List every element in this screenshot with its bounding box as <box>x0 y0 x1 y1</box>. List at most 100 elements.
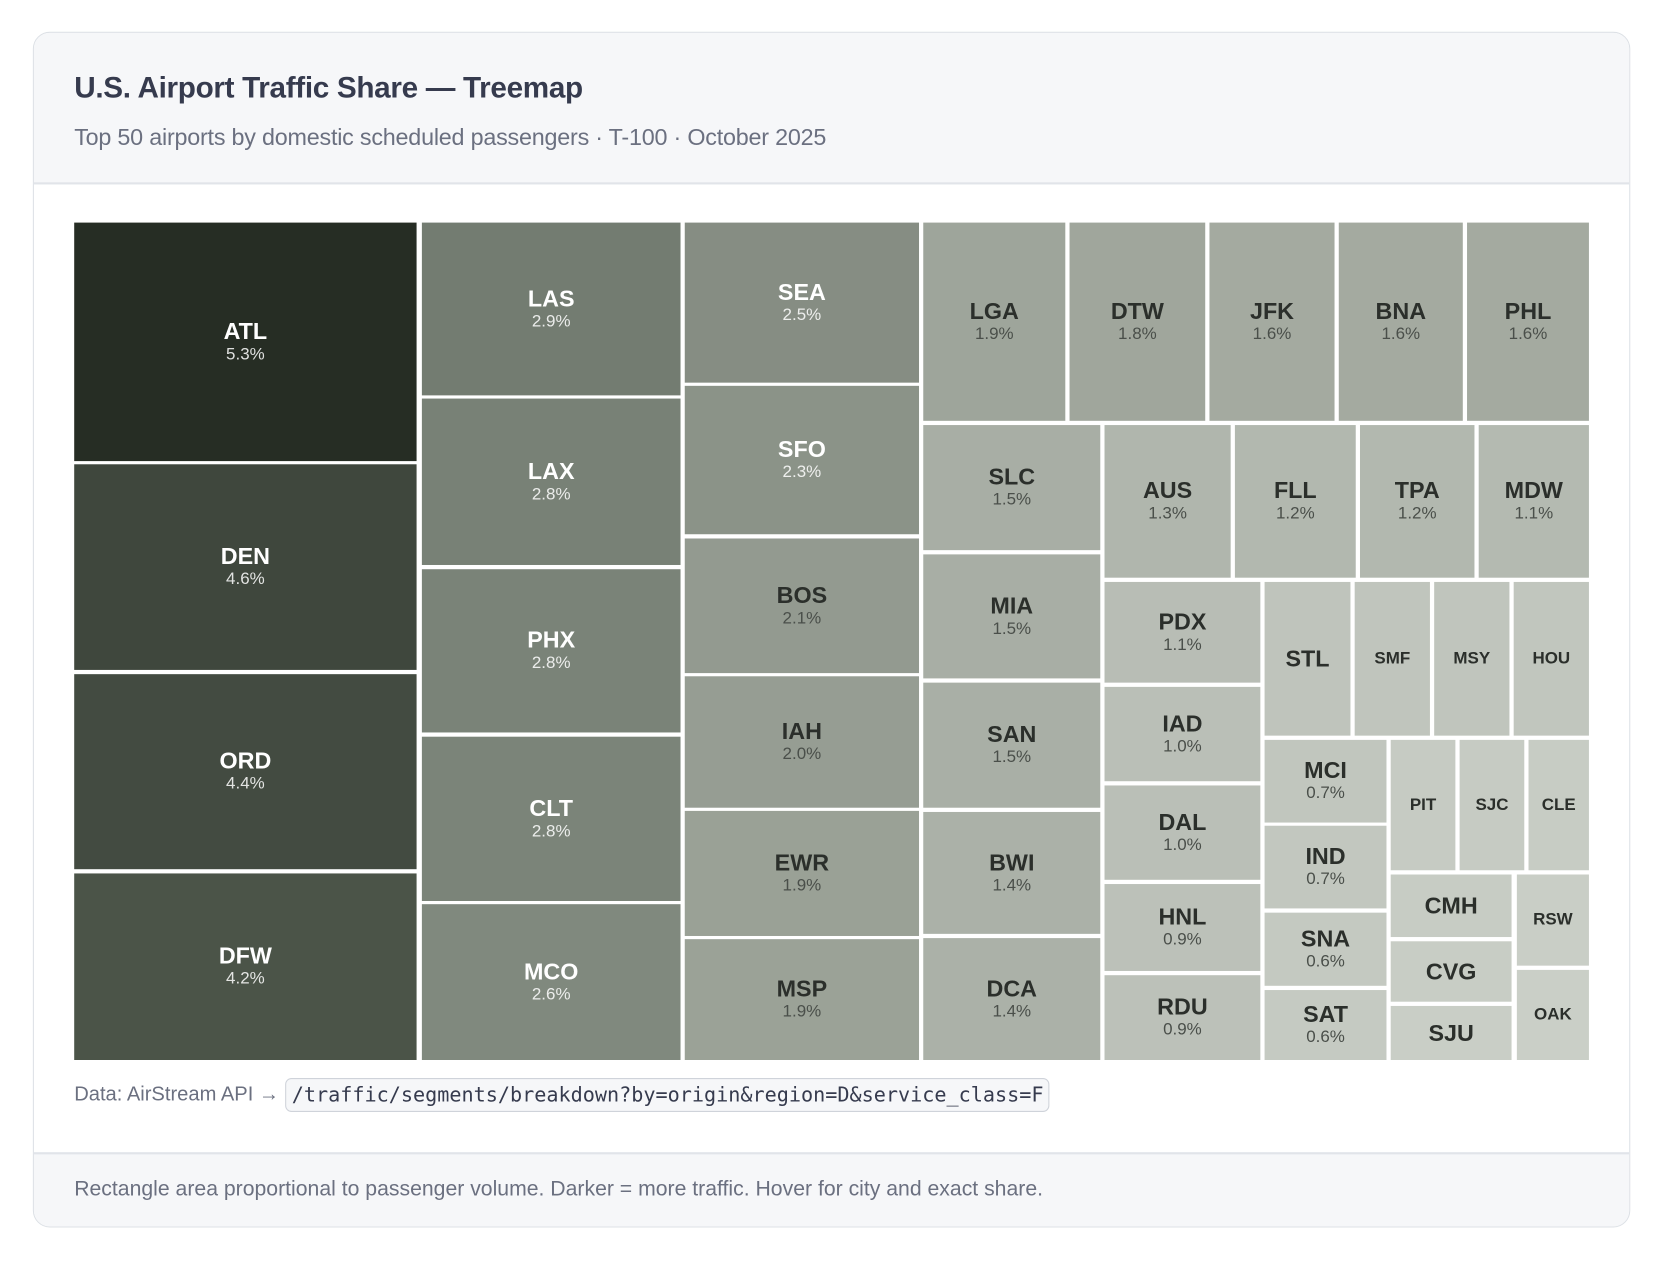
tile-code: LGA <box>969 297 1019 324</box>
tile-share: 1.9% <box>782 1002 822 1021</box>
treemap-tile-mdw[interactable]: MDW 1.1% <box>1478 425 1589 578</box>
page-title: U.S. Airport Traffic Share — Treemap <box>74 71 583 104</box>
treemap-tile-smf[interactable]: SMF <box>1354 581 1430 736</box>
tile-code: MDW <box>1504 476 1563 504</box>
treemap-tile-sea[interactable]: SEA 2.5% <box>684 222 920 383</box>
treemap-tile-las[interactable]: LAS 2.9% <box>421 222 681 396</box>
treemap-tile-bos[interactable]: BOS 2.1% <box>684 538 920 674</box>
treemap-tile-msp[interactable]: MSP 1.9% <box>684 939 920 1060</box>
treemap-tile-rdu[interactable]: RDU 0.9% <box>1104 975 1261 1060</box>
tile-code: LAX <box>527 457 575 484</box>
treemap-tile-bna[interactable]: BNA 1.6% <box>1338 222 1463 421</box>
treemap-tile-tpa[interactable]: TPA 1.2% <box>1359 425 1475 578</box>
treemap-tile-mco[interactable]: MCO 2.6% <box>421 904 681 1060</box>
tile-share: 2.0% <box>782 745 822 764</box>
tile-code: BNA <box>1375 297 1427 324</box>
treemap-tile-lax[interactable]: LAX 2.8% <box>421 398 681 565</box>
treemap-tile-msy[interactable]: MSY <box>1434 581 1510 736</box>
treemap-tile-sjc[interactable]: SJC <box>1459 739 1525 871</box>
treemap-tile-bwi[interactable]: BWI 1.4% <box>923 811 1101 934</box>
treemap-tile-sju[interactable]: SJU <box>1390 1005 1512 1060</box>
tile-code: SLC <box>988 463 1036 490</box>
treemap-tile-cvg[interactable]: CVG <box>1390 941 1512 1002</box>
treemap-tile-stl[interactable]: STL <box>1264 581 1351 736</box>
tile-code: DAL <box>1158 808 1207 835</box>
treemap-tile-dca[interactable]: DCA 1.4% <box>923 938 1101 1060</box>
treemap-tile-sna[interactable]: SNA 0.6% <box>1264 912 1387 986</box>
tile-share: 1.0% <box>1163 737 1202 756</box>
treemap-tile-iah[interactable]: IAH 2.0% <box>684 676 920 808</box>
tile-code: SFO <box>777 435 826 463</box>
treemap-tile-iad[interactable]: IAD 1.0% <box>1104 686 1261 782</box>
treemap-tile-rsw[interactable]: RSW <box>1516 874 1589 966</box>
tile-share: 1.2% <box>1275 504 1315 523</box>
treemap-tile-ord[interactable]: ORD 4.4% <box>74 674 417 870</box>
treemap-tile-aus[interactable]: AUS 1.3% <box>1104 425 1231 578</box>
treemap-tile-jfk[interactable]: JFK 1.6% <box>1209 222 1335 421</box>
treemap-tile-cle[interactable]: CLE <box>1528 739 1589 871</box>
tile-code: MCO <box>523 957 579 985</box>
tile-code: LAS <box>527 284 575 312</box>
treemap-tile-mci[interactable]: MCI 0.7% <box>1264 739 1387 823</box>
tile-code: OAK <box>1534 1005 1572 1024</box>
treemap-tile-atl[interactable]: ATL 5.3% <box>74 222 417 462</box>
data-source: Data: AirStream API → /traffic/segments/… <box>74 1078 1050 1112</box>
treemap-tile-hou[interactable]: HOU <box>1513 581 1589 736</box>
tile-code: MIA <box>990 592 1034 619</box>
tile-share: 0.9% <box>1163 930 1202 949</box>
treemap-tile-oak[interactable]: OAK <box>1516 969 1589 1060</box>
tile-share: 2.8% <box>531 654 571 673</box>
treemap-tile-san[interactable]: SAN 1.5% <box>923 682 1101 808</box>
tile-code: PIT <box>1409 795 1437 814</box>
treemap-tile-lga[interactable]: LGA 1.9% <box>923 222 1066 421</box>
treemap-tile-pdx[interactable]: PDX 1.1% <box>1104 581 1261 683</box>
treemap-tile-clt[interactable]: CLT 2.8% <box>421 736 681 901</box>
tile-code: SEA <box>777 278 826 305</box>
treemap-tile-pit[interactable]: PIT <box>1390 739 1456 871</box>
tile-code: RDU <box>1157 993 1208 1020</box>
treemap-tile-ewr[interactable]: EWR 1.9% <box>684 810 920 936</box>
tile-share: 1.8% <box>1118 324 1157 343</box>
treemap-tile-phl[interactable]: PHL 1.6% <box>1467 222 1589 421</box>
tile-share: 1.3% <box>1148 504 1187 523</box>
treemap-tile-slc[interactable]: SLC 1.5% <box>923 425 1101 551</box>
treemap-tile-cmh[interactable]: CMH <box>1390 874 1512 938</box>
treemap-tile-phx[interactable]: PHX 2.8% <box>421 569 681 733</box>
tile-share: 1.2% <box>1397 504 1437 523</box>
treemap-tile-sat[interactable]: SAT 0.6% <box>1264 990 1387 1060</box>
tile-share: 1.1% <box>1163 635 1202 654</box>
tile-share: 0.6% <box>1306 952 1345 971</box>
tile-share: 1.4% <box>992 876 1032 895</box>
tile-code: TPA <box>1394 476 1440 504</box>
tile-share: 1.0% <box>1163 835 1202 854</box>
tile-code: HNL <box>1158 903 1207 930</box>
tile-code: IAD <box>1162 709 1203 737</box>
treemap-tile-dtw[interactable]: DTW 1.8% <box>1069 222 1206 421</box>
tile-code: AUS <box>1142 476 1193 504</box>
tile-code: CLT <box>529 794 573 821</box>
treemap-tile-dfw[interactable]: DFW 4.2% <box>74 873 417 1060</box>
tile-share: 4.6% <box>226 570 265 589</box>
treemap-tile-mia[interactable]: MIA 1.5% <box>923 554 1101 679</box>
tile-code: CLE <box>1541 795 1576 814</box>
tile-share: 1.5% <box>992 748 1032 767</box>
treemap-tile-den[interactable]: DEN 4.6% <box>74 464 417 670</box>
treemap-tile-sfo[interactable]: SFO 2.3% <box>684 385 920 535</box>
tile-code: CMH <box>1424 891 1478 919</box>
tile-share: 1.6% <box>1252 324 1292 343</box>
tile-share: 1.1% <box>1514 504 1554 523</box>
tile-code: PHL <box>1504 297 1552 324</box>
treemap-tile-dal[interactable]: DAL 1.0% <box>1104 785 1261 880</box>
tile-code: BWI <box>989 848 1035 876</box>
tile-code: JFK <box>1249 297 1295 324</box>
card-footer: Rectangle area proportional to passenger… <box>33 1152 1630 1227</box>
treemap-tile-hnl[interactable]: HNL 0.9% <box>1104 884 1261 971</box>
treemap-tile-fll[interactable]: FLL 1.2% <box>1234 425 1356 578</box>
tile-code: ATL <box>223 317 268 344</box>
tile-code: PDX <box>1158 607 1207 635</box>
tile-code: IAH <box>781 717 822 745</box>
tile-share: 0.9% <box>1163 1020 1202 1039</box>
treemap-tile-ind[interactable]: IND 0.7% <box>1264 825 1387 909</box>
tile-share: 5.3% <box>226 345 265 364</box>
tile-code: PHX <box>527 626 576 653</box>
